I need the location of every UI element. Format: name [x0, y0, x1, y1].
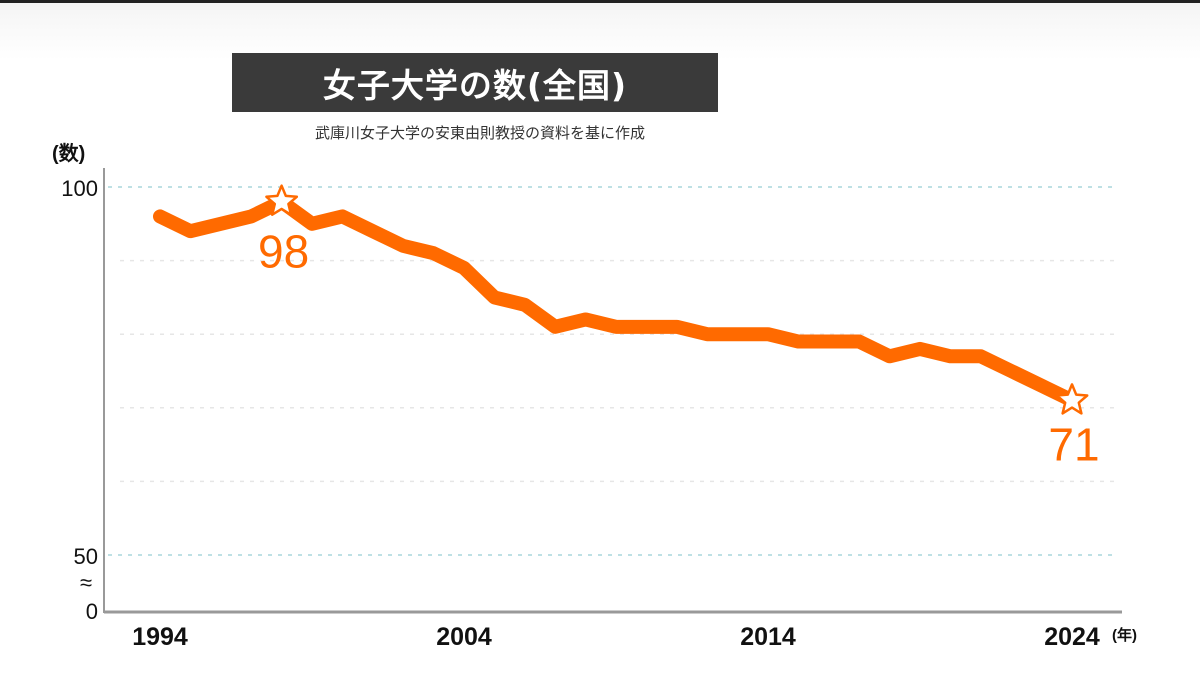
- data-label: 98: [258, 226, 309, 278]
- star-marker-icon: [265, 184, 299, 216]
- top-band: [0, 0, 1200, 3]
- title-banner: 女子大学の数(全国): [232, 53, 718, 112]
- series-line: [153, 194, 1079, 408]
- axis-break-icon: ≈: [80, 570, 92, 595]
- y-tick-label: 50: [74, 544, 98, 569]
- x-axis-unit: (年): [1112, 626, 1137, 644]
- star-marker-icon: [1055, 383, 1089, 415]
- y-tick-label: 100: [61, 176, 98, 201]
- x-tick-label: 1994: [132, 623, 188, 651]
- x-tick-label: 2024: [1044, 623, 1100, 651]
- y-tick-label: 0: [86, 599, 98, 624]
- data-label: 71: [1048, 418, 1099, 470]
- source-note: 武庫川女子大学の安東由則教授の資料を基に作成: [314, 124, 645, 142]
- x-tick-label: 2004: [436, 623, 492, 651]
- chart-title: 女子大学の数(全国): [322, 65, 628, 105]
- x-tick-label: 2014: [740, 623, 796, 651]
- y-axis-label: (数): [52, 141, 85, 165]
